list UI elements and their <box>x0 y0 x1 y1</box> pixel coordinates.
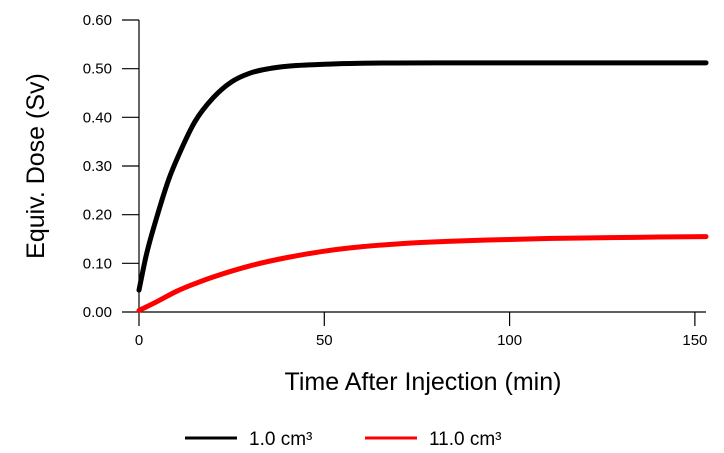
y-axis-title: Equiv. Dose (Sv) <box>22 73 50 259</box>
y-tick-label: 0.40 <box>83 109 112 126</box>
y-tick-label: 0.20 <box>83 207 112 224</box>
x-tick-label: 0 <box>135 332 143 349</box>
legend-label-2: 11.0 cm³ <box>429 429 502 450</box>
x-tick-label: 100 <box>497 332 522 349</box>
x-tick-label: 50 <box>316 332 333 349</box>
y-tick-label: 0.00 <box>83 304 112 321</box>
x-axis-title: Time After Injection (min) <box>285 368 562 396</box>
x-tick-label: 150 <box>682 332 707 349</box>
y-tick-label: 0.10 <box>83 255 112 272</box>
legend: 1.0 cm³ 11.0 cm³ <box>185 429 502 450</box>
series-line-1 <box>136 60 709 293</box>
y-tick-label: 0.60 <box>83 12 112 29</box>
y-tick-label: 0.30 <box>83 158 112 175</box>
legend-label-1: 1.0 cm³ <box>249 429 312 450</box>
series-line-2 <box>136 234 709 314</box>
y-tick-label: 0.50 <box>83 61 112 78</box>
